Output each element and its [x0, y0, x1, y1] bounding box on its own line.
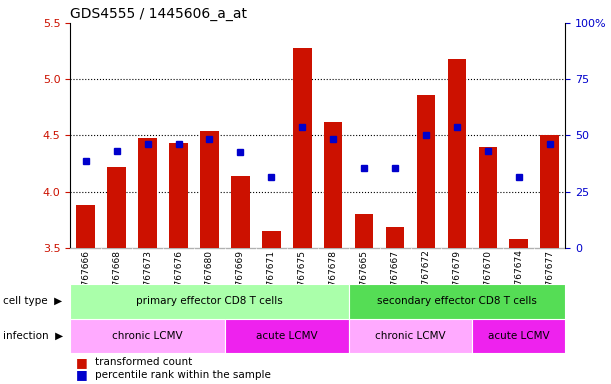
Text: chronic LCMV: chronic LCMV — [112, 331, 183, 341]
Text: GSM767669: GSM767669 — [236, 250, 245, 305]
Text: cell type  ▶: cell type ▶ — [3, 296, 62, 306]
Text: GSM767679: GSM767679 — [452, 250, 461, 305]
Text: GSM767668: GSM767668 — [112, 250, 121, 305]
Bar — [256, 248, 287, 284]
Text: GSM767666: GSM767666 — [81, 250, 90, 305]
Text: GSM767671: GSM767671 — [267, 250, 276, 305]
Text: GSM767678: GSM767678 — [329, 250, 338, 305]
Bar — [163, 248, 194, 284]
Bar — [541, 136, 559, 248]
Bar — [70, 319, 225, 353]
Bar — [138, 137, 157, 248]
Text: GSM767673: GSM767673 — [143, 250, 152, 305]
Bar — [379, 248, 411, 284]
Bar — [225, 248, 256, 284]
Text: acute LCMV: acute LCMV — [256, 331, 318, 341]
Bar — [76, 205, 95, 248]
Bar — [478, 147, 497, 248]
Bar — [324, 122, 343, 248]
Bar — [349, 284, 565, 319]
Text: acute LCMV: acute LCMV — [488, 331, 549, 341]
Bar — [417, 95, 435, 248]
Bar — [101, 248, 132, 284]
Bar — [169, 143, 188, 248]
Text: GSM767667: GSM767667 — [390, 250, 400, 305]
Bar — [194, 248, 225, 284]
Text: GSM767672: GSM767672 — [422, 250, 431, 305]
Bar — [293, 48, 312, 248]
Text: GSM767676: GSM767676 — [174, 250, 183, 305]
Bar — [231, 176, 250, 248]
Text: GSM767677: GSM767677 — [545, 250, 554, 305]
Text: GSM767670: GSM767670 — [483, 250, 492, 305]
Text: percentile rank within the sample: percentile rank within the sample — [95, 370, 271, 380]
Bar — [442, 248, 472, 284]
Text: GSM767675: GSM767675 — [298, 250, 307, 305]
Text: ■: ■ — [76, 356, 92, 369]
Bar — [411, 248, 442, 284]
Bar — [108, 167, 126, 248]
Bar — [349, 319, 472, 353]
Bar — [132, 248, 163, 284]
Bar — [386, 227, 404, 248]
Bar — [472, 248, 503, 284]
Bar — [70, 248, 101, 284]
Bar — [287, 248, 318, 284]
Bar — [200, 131, 219, 248]
Bar — [349, 248, 379, 284]
Bar — [70, 284, 349, 319]
Text: secondary effector CD8 T cells: secondary effector CD8 T cells — [377, 296, 537, 306]
Text: primary effector CD8 T cells: primary effector CD8 T cells — [136, 296, 283, 306]
Text: transformed count: transformed count — [95, 358, 192, 367]
Text: GSM767680: GSM767680 — [205, 250, 214, 305]
Text: GDS4555 / 1445606_a_at: GDS4555 / 1445606_a_at — [70, 7, 247, 21]
Bar — [262, 231, 280, 248]
Text: chronic LCMV: chronic LCMV — [375, 331, 446, 341]
Text: ■: ■ — [76, 368, 92, 381]
Bar — [503, 248, 534, 284]
Text: GSM767674: GSM767674 — [514, 250, 523, 305]
Bar — [355, 214, 373, 248]
Bar — [472, 319, 565, 353]
Bar — [448, 59, 466, 248]
Text: infection  ▶: infection ▶ — [3, 331, 63, 341]
Bar — [510, 239, 528, 248]
Bar — [318, 248, 349, 284]
Text: GSM767665: GSM767665 — [360, 250, 368, 305]
Bar — [225, 319, 349, 353]
Bar — [534, 248, 565, 284]
